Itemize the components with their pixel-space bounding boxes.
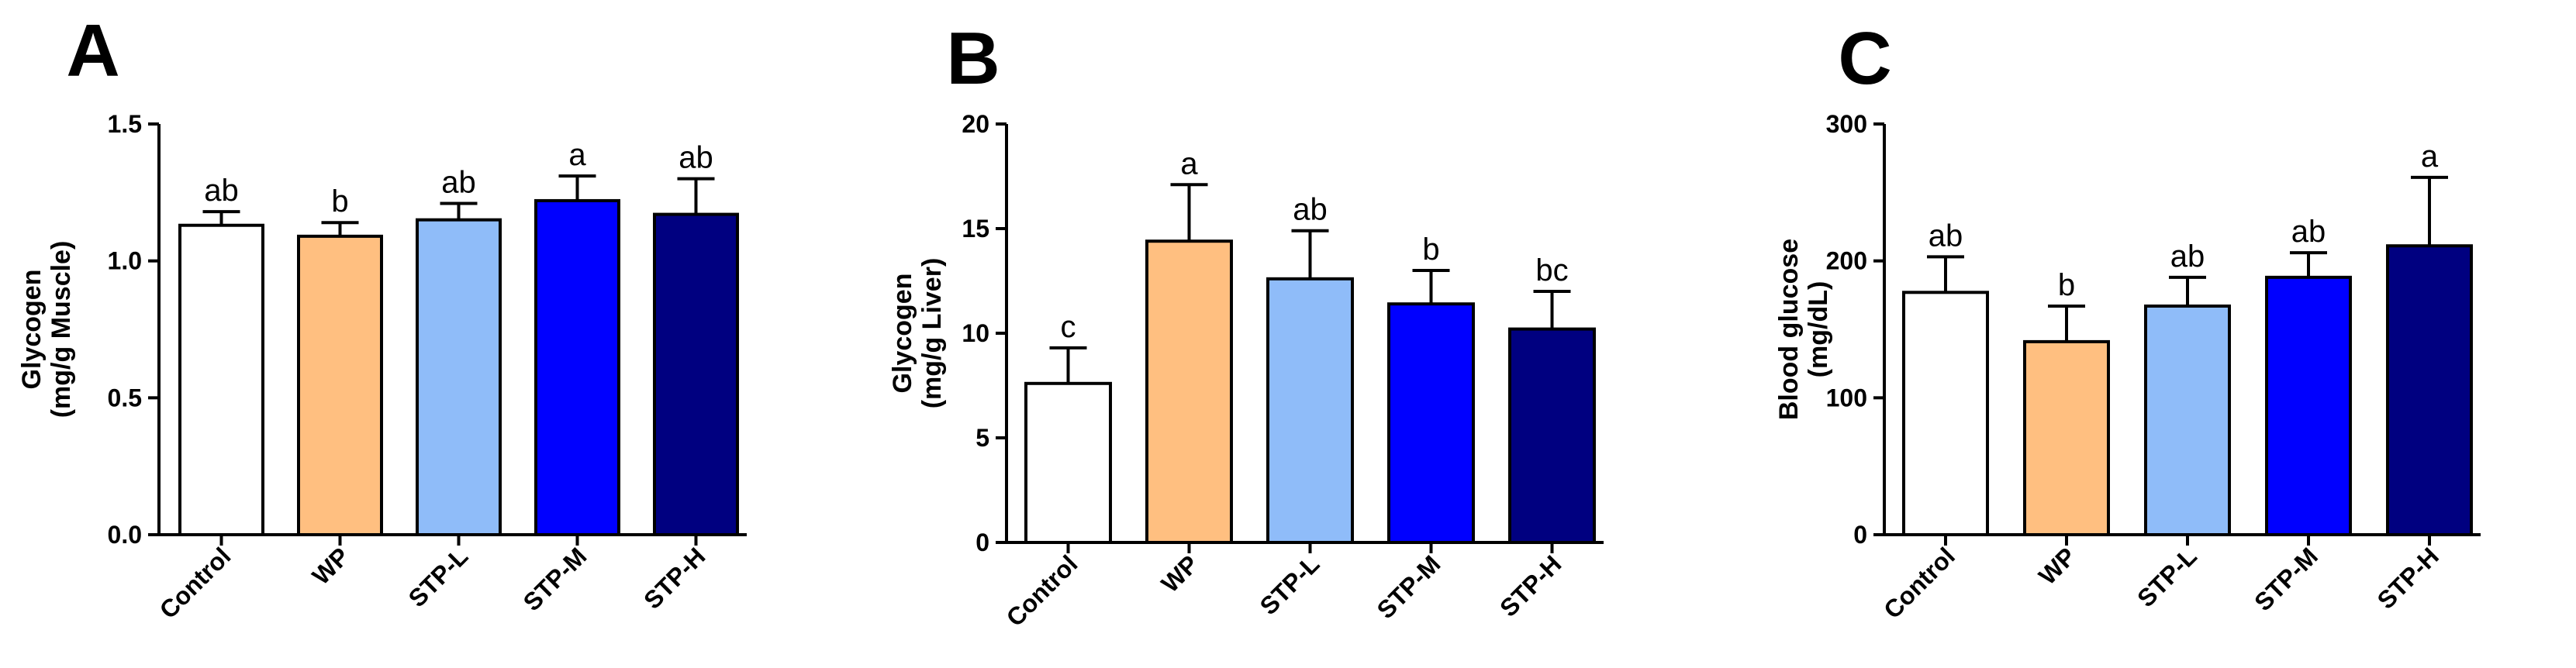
significance-label: ab: [1929, 219, 1963, 253]
significance-label: ab: [1293, 193, 1328, 227]
significance-label: b: [2058, 268, 2075, 302]
chart-panel-b: B Glycogen (mg/g Liver) 0 5 10 15 20 c Control a WP…: [888, 17, 1604, 632]
x-category-label: STP-M: [1372, 549, 1446, 624]
x-category-label: WP: [1156, 549, 1204, 597]
y-axis-title-line2: (mg/g Liver): [917, 258, 947, 409]
y-tick-label: 100: [1826, 384, 1867, 411]
y-tick-label: 0.5: [108, 384, 142, 411]
y-axis-title-line1: Glycogen: [888, 274, 917, 394]
panel-letter: C: [1838, 17, 1891, 100]
x-category-label: Control: [1001, 549, 1083, 632]
x-category-label: STP-H: [638, 542, 710, 614]
x-category-label: Control: [154, 542, 237, 624]
bar-control: [1902, 291, 1989, 536]
x-category-label: WP: [2033, 542, 2081, 590]
bar-stp-l: [2144, 304, 2231, 536]
bar-stp-m: [1387, 302, 1475, 544]
bar-stp-h: [2386, 244, 2473, 536]
x-category-label: Control: [1878, 542, 1960, 624]
y-tick-label: 300: [1826, 110, 1867, 138]
x-category-label: STP-M: [2249, 542, 2323, 616]
significance-label: b: [1422, 232, 1439, 267]
significance-label: a: [2421, 139, 2439, 174]
significance-label: c: [1061, 310, 1076, 344]
bar-stp-h: [1508, 327, 1596, 544]
y-tick-label: 0.0: [108, 521, 142, 549]
significance-label: ab: [2291, 215, 2326, 249]
bar-control: [1024, 381, 1112, 544]
y-tick-label: 20: [962, 110, 989, 138]
bar-wp: [2023, 339, 2110, 536]
bar-wp: [1145, 239, 1233, 544]
significance-label: a: [568, 138, 586, 172]
significance-label: bc: [1535, 253, 1568, 288]
panel-letter: B: [946, 17, 1000, 100]
y-axis-title-line2: (mg/g Muscle): [47, 241, 76, 418]
bar-stp-l: [1266, 277, 1354, 544]
x-category-label: STP-L: [403, 542, 474, 612]
significance-label: b: [331, 184, 348, 219]
significance-label: ab: [2170, 239, 2205, 274]
x-category-label: STP-L: [2132, 542, 2202, 612]
bar-stp-m: [2265, 275, 2352, 536]
significance-label: ab: [679, 141, 713, 175]
bar-wp: [297, 234, 383, 536]
y-axis-title-line1: Blood glucose: [1774, 239, 1804, 420]
y-axis-title-line2: (mg/dL): [1804, 281, 1833, 378]
y-tick-label: 1.0: [108, 247, 142, 275]
y-tick-label: 1.5: [108, 110, 142, 138]
significance-label: a: [1180, 146, 1198, 181]
y-tick-label: 15: [962, 215, 989, 243]
bar-stp-h: [653, 212, 739, 536]
x-category-label: STP-L: [1255, 549, 1325, 620]
y-tick-label: 0: [975, 529, 989, 556]
x-category-label: STP-H: [2372, 542, 2444, 614]
bar-control: [178, 223, 264, 536]
y-tick-label: 0: [1853, 521, 1867, 549]
y-tick-label: 5: [975, 424, 989, 452]
y-tick-label: 10: [962, 319, 989, 347]
y-axis-title-line1: Glycogen: [17, 270, 47, 390]
x-category-label: STP-M: [518, 542, 592, 616]
x-category-label: WP: [307, 542, 355, 590]
significance-label: ab: [441, 165, 476, 199]
y-tick-label: 200: [1826, 247, 1867, 275]
significance-label: ab: [204, 174, 239, 208]
panel-letter: A: [66, 9, 119, 92]
bar-stp-m: [534, 198, 620, 536]
bar-stp-l: [416, 218, 502, 536]
x-category-label: STP-H: [1494, 549, 1566, 622]
